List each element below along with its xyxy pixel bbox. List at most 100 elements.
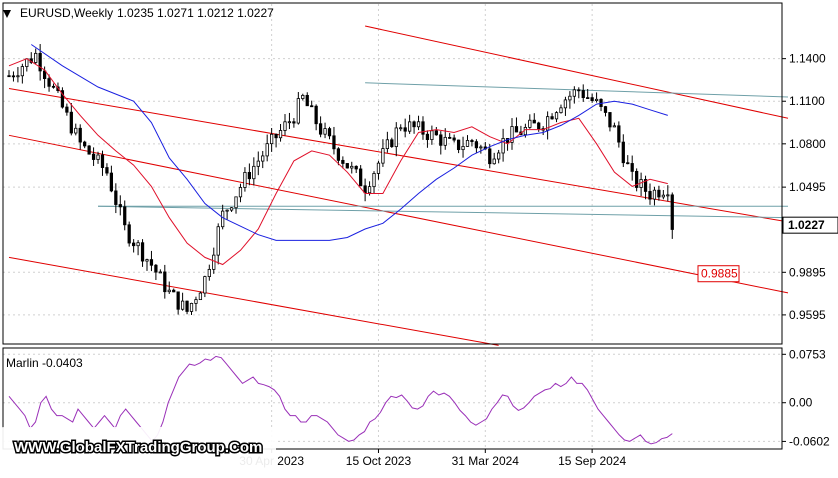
candle-body bbox=[652, 189, 657, 200]
candle bbox=[545, 111, 550, 140]
candle bbox=[323, 122, 327, 139]
candle-body bbox=[376, 162, 381, 174]
candle bbox=[158, 269, 162, 274]
candle bbox=[310, 100, 314, 108]
symbol-title: EURUSD,Weekly bbox=[20, 6, 113, 20]
candle-body bbox=[465, 140, 470, 147]
candle bbox=[140, 239, 145, 267]
candle bbox=[105, 163, 109, 176]
candle-body bbox=[626, 162, 630, 165]
candle bbox=[301, 93, 305, 101]
candle bbox=[229, 207, 234, 212]
candle-body bbox=[207, 268, 211, 277]
candle-body bbox=[381, 148, 385, 164]
candle-body bbox=[501, 138, 505, 154]
watermark-text: WWW.GlobalFXTradingGroup.Com bbox=[14, 439, 262, 456]
candle-body bbox=[25, 58, 29, 67]
candle bbox=[96, 151, 100, 164]
candle-body bbox=[399, 127, 403, 130]
candle bbox=[74, 123, 78, 136]
candle-body bbox=[310, 105, 314, 108]
candle-body bbox=[452, 137, 456, 141]
channel-line bbox=[8, 256, 499, 346]
candle-body bbox=[74, 127, 78, 134]
candle bbox=[416, 115, 421, 131]
candle bbox=[51, 83, 56, 89]
candle-body bbox=[359, 168, 363, 187]
candle-body bbox=[514, 126, 519, 133]
candle bbox=[20, 63, 24, 84]
candle bbox=[456, 139, 461, 154]
candle bbox=[198, 291, 203, 301]
candle bbox=[123, 200, 127, 231]
candle bbox=[91, 147, 96, 166]
candles[interactable] bbox=[7, 44, 674, 315]
y-tick-label: 1.1100 bbox=[789, 94, 825, 108]
candle-body bbox=[510, 126, 514, 143]
candle-body bbox=[554, 112, 559, 120]
dropdown-triangle-icon[interactable] bbox=[3, 10, 11, 18]
candle bbox=[7, 70, 11, 78]
candle-body bbox=[47, 78, 51, 87]
candle bbox=[617, 121, 621, 148]
candle bbox=[514, 117, 519, 133]
candle bbox=[528, 114, 532, 129]
candle bbox=[65, 103, 69, 116]
candle-body bbox=[586, 97, 590, 99]
candle bbox=[626, 155, 630, 165]
y-tick-label: 0.9595 bbox=[789, 308, 826, 322]
candle-body bbox=[568, 95, 572, 101]
candle bbox=[47, 74, 51, 92]
candle-body bbox=[474, 141, 479, 149]
candle bbox=[412, 120, 416, 134]
candle-body bbox=[11, 75, 16, 78]
oscillator bbox=[8, 355, 673, 445]
candle-body bbox=[96, 154, 100, 160]
candle bbox=[118, 195, 122, 216]
y-tick-label: 0.9895 bbox=[789, 265, 826, 279]
candle bbox=[225, 209, 229, 220]
candle bbox=[510, 118, 514, 150]
candle bbox=[532, 113, 536, 124]
candle-body bbox=[69, 111, 73, 134]
oscillator-line bbox=[8, 355, 673, 445]
target-price-label: 0.9885 bbox=[701, 267, 738, 281]
watermark: WWW.GlobalFXTradingGroup.Com bbox=[0, 427, 276, 469]
candle bbox=[11, 71, 16, 82]
indicator-label: Marlin -0.0403 bbox=[6, 356, 83, 370]
candle bbox=[185, 300, 189, 315]
candle-body bbox=[470, 140, 474, 143]
candle-body bbox=[390, 139, 394, 148]
candle bbox=[176, 291, 180, 315]
candle-body bbox=[603, 106, 608, 113]
candle-body bbox=[412, 121, 416, 128]
candle bbox=[167, 281, 171, 294]
candle-body bbox=[123, 206, 127, 226]
candle-body bbox=[545, 116, 550, 131]
channel-line bbox=[365, 82, 789, 98]
candle bbox=[274, 133, 278, 148]
candle-body bbox=[332, 135, 336, 150]
y-tick-label: 1.0800 bbox=[789, 137, 826, 151]
candle bbox=[350, 161, 354, 174]
candle-body bbox=[109, 172, 114, 192]
candle-body bbox=[87, 145, 91, 155]
candle bbox=[234, 196, 238, 214]
candle-body bbox=[532, 119, 536, 124]
candle-body bbox=[278, 130, 283, 139]
candle-body bbox=[243, 172, 247, 188]
candle-body bbox=[434, 130, 438, 136]
target-price-box bbox=[697, 265, 740, 283]
candle bbox=[372, 171, 376, 194]
candle bbox=[327, 126, 332, 140]
candle bbox=[612, 122, 617, 128]
candle bbox=[581, 84, 585, 102]
candle bbox=[136, 240, 140, 256]
candle bbox=[608, 112, 612, 132]
candle-body bbox=[354, 165, 358, 170]
candle bbox=[172, 288, 176, 293]
candle-body bbox=[163, 271, 167, 293]
candle bbox=[403, 118, 407, 138]
